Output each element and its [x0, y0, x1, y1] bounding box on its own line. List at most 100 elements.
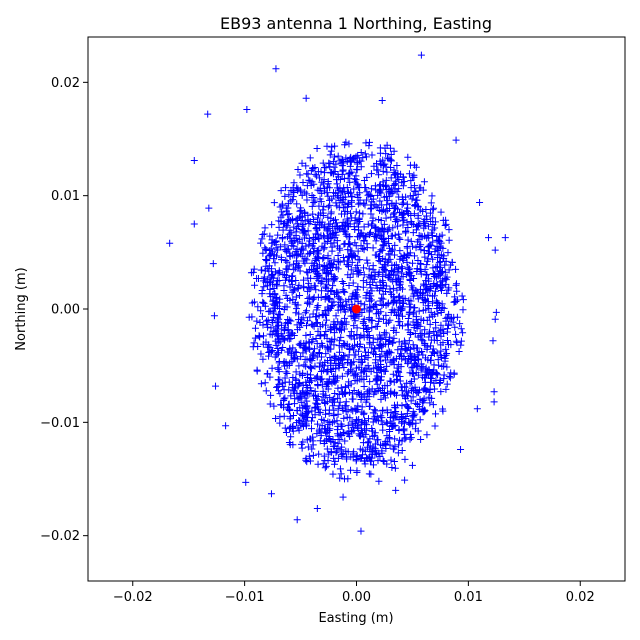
data-point	[387, 156, 395, 164]
data-point	[437, 251, 445, 259]
data-point	[387, 174, 395, 182]
data-point	[303, 268, 311, 276]
data-point	[292, 293, 300, 301]
data-point	[273, 351, 281, 359]
data-point	[412, 419, 420, 427]
data-point	[287, 392, 295, 400]
data-point	[303, 196, 311, 204]
data-point	[398, 211, 406, 219]
data-point	[365, 190, 373, 198]
data-point	[341, 402, 349, 410]
data-point	[422, 277, 430, 285]
data-point	[429, 206, 437, 214]
data-point	[340, 429, 348, 437]
data-point	[350, 185, 358, 193]
data-point	[282, 265, 290, 273]
data-point	[399, 196, 407, 204]
data-point	[333, 237, 341, 245]
data-point	[416, 416, 424, 424]
data-point	[328, 243, 336, 251]
data-point	[417, 51, 425, 59]
data-point	[302, 347, 310, 355]
data-point	[306, 330, 314, 338]
data-point	[290, 411, 298, 419]
data-point	[347, 380, 355, 388]
data-point	[409, 242, 417, 250]
data-point	[376, 364, 384, 372]
y-tick-label: −0.01	[40, 416, 80, 431]
data-point	[340, 288, 348, 296]
data-point	[270, 402, 278, 410]
data-point	[412, 313, 420, 321]
data-point	[272, 415, 280, 423]
data-point	[341, 288, 349, 296]
data-point	[357, 332, 365, 340]
data-point	[418, 373, 426, 381]
data-point	[359, 210, 367, 218]
data-point	[309, 336, 317, 344]
data-point	[378, 207, 386, 215]
data-point	[421, 326, 429, 334]
data-point	[375, 314, 383, 322]
data-point	[380, 315, 388, 323]
data-point	[330, 352, 338, 360]
data-point	[283, 258, 291, 266]
data-point	[362, 139, 370, 147]
data-point	[296, 250, 304, 258]
data-point	[451, 323, 459, 331]
data-point	[393, 188, 401, 196]
data-point	[353, 270, 361, 278]
data-point	[409, 318, 417, 326]
data-point	[407, 303, 415, 311]
data-point	[323, 316, 331, 324]
data-point	[379, 225, 387, 233]
data-point	[396, 292, 404, 300]
data-point	[342, 320, 350, 328]
data-point	[344, 271, 352, 279]
data-point	[376, 248, 384, 256]
data-point	[288, 329, 296, 337]
data-point	[379, 241, 387, 249]
data-point	[264, 278, 272, 286]
data-point	[394, 264, 402, 272]
x-axis-label: Easting (m)	[318, 611, 393, 626]
data-point	[344, 253, 352, 261]
data-point	[290, 400, 298, 408]
data-point	[386, 377, 394, 385]
data-point	[351, 369, 359, 377]
data-point	[343, 301, 351, 309]
data-point	[408, 461, 416, 469]
data-point	[309, 441, 317, 449]
data-point	[476, 198, 484, 206]
data-point	[353, 261, 361, 269]
data-point	[308, 178, 316, 186]
data-point	[323, 294, 331, 302]
data-point	[334, 432, 342, 440]
data-point	[395, 312, 403, 320]
data-point	[360, 383, 368, 391]
data-point	[447, 369, 455, 377]
data-point	[306, 345, 314, 353]
data-point	[269, 307, 277, 315]
data-point	[340, 475, 348, 483]
data-point	[360, 200, 368, 208]
data-point	[301, 394, 309, 402]
data-point	[378, 234, 386, 242]
data-point	[317, 428, 325, 436]
data-point	[330, 395, 338, 403]
data-point	[363, 196, 371, 204]
data-point	[364, 348, 372, 356]
data-point	[346, 169, 354, 177]
data-point	[454, 296, 462, 304]
data-point	[411, 321, 419, 329]
data-point	[272, 337, 280, 345]
data-point	[316, 195, 324, 203]
data-points	[166, 51, 509, 535]
data-point	[190, 157, 198, 165]
data-point	[294, 166, 302, 174]
data-point	[315, 235, 323, 243]
data-point	[440, 304, 448, 312]
data-point	[389, 284, 397, 292]
data-point	[408, 195, 416, 203]
